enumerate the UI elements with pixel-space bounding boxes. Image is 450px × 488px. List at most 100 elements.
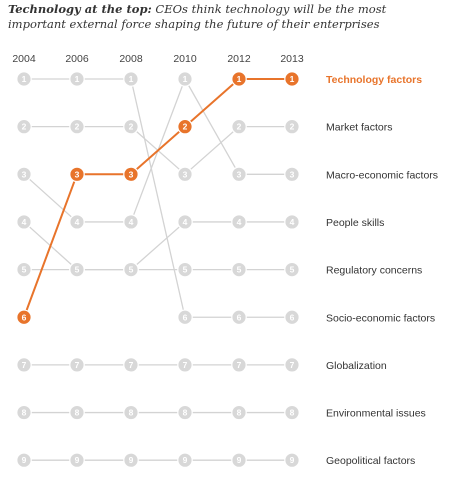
rank-dot xyxy=(69,357,85,373)
rank-number: 2 xyxy=(75,122,80,132)
rank-number: 7 xyxy=(183,360,188,370)
rank-number: 2 xyxy=(290,122,295,132)
rank-point-market-factors-2010: 3 xyxy=(177,166,193,183)
rank-point-market-factors-2013: 2 xyxy=(284,118,300,135)
rank-number: 8 xyxy=(290,408,295,418)
rank-number: 9 xyxy=(75,455,80,465)
rank-number: 5 xyxy=(237,265,242,275)
rank-point-macro-economic-factors-2008: 4 xyxy=(123,214,139,230)
rank-dot xyxy=(177,452,193,468)
rank-dot xyxy=(231,118,247,135)
x-tick-label-2006: 2006 xyxy=(65,53,89,65)
rank-dot xyxy=(231,357,247,373)
rank-point-technology-factors-2004: 6 xyxy=(16,309,32,326)
rank-number: 5 xyxy=(183,265,188,275)
rank-number: 3 xyxy=(129,169,134,179)
rank-point-socio-economic-factors-2012: 6 xyxy=(231,309,247,326)
x-tick-label-2008: 2008 xyxy=(119,53,143,65)
rank-dot xyxy=(16,404,32,421)
factor-label-macro-economic-factors: Macro-economic factors xyxy=(326,169,438,181)
rank-number: 3 xyxy=(22,169,27,179)
rank-point-socio-economic-factors-2010: 6 xyxy=(177,309,193,326)
factor-label-geopolitical-factors: Geopolitical factors xyxy=(326,455,415,467)
factor-label-regulatory-concerns: Regulatory concerns xyxy=(326,265,422,277)
rank-number: 9 xyxy=(290,455,295,465)
rank-dot xyxy=(16,71,32,87)
rank-number: 4 xyxy=(22,217,27,227)
rank-number: 4 xyxy=(183,217,188,227)
rank-number: 8 xyxy=(129,408,134,418)
rank-point-socio-economic-factors-2004: 1 xyxy=(16,71,32,87)
rank-point-regulatory-concerns-2010: 5 xyxy=(177,261,193,278)
rank-number: 8 xyxy=(22,408,27,418)
rank-dot xyxy=(123,261,139,278)
rank-point-technology-factors-2008: 3 xyxy=(123,166,139,183)
series-line-people-skills xyxy=(23,221,292,271)
rank-point-market-factors-2006: 2 xyxy=(69,118,85,135)
rank-number: 5 xyxy=(129,265,134,275)
factor-label-environmental-issues: Environmental issues xyxy=(326,408,426,420)
rank-point-environmental-issues-2008: 8 xyxy=(123,404,139,421)
rank-point-geopolitical-factors-2004: 9 xyxy=(16,452,32,468)
rank-point-globalization-2006: 7 xyxy=(69,357,85,373)
rank-point-geopolitical-factors-2008: 9 xyxy=(123,452,139,468)
rank-number: 8 xyxy=(75,408,80,418)
rank-number: 1 xyxy=(183,74,188,84)
rank-point-macro-economic-factors-2012: 3 xyxy=(231,166,247,183)
rank-dot xyxy=(123,357,139,373)
rank-point-regulatory-concerns-2012: 5 xyxy=(231,261,247,278)
rank-dot xyxy=(16,357,32,373)
rank-number: 5 xyxy=(75,265,80,275)
rank-dot xyxy=(69,118,85,135)
rank-dot xyxy=(231,71,247,87)
rank-point-macro-economic-factors-2013: 3 xyxy=(284,166,300,183)
rank-dot xyxy=(284,404,300,421)
rank-point-regulatory-concerns-2004: 5 xyxy=(16,261,32,278)
rank-point-globalization-2012: 7 xyxy=(231,357,247,373)
rank-dot xyxy=(69,214,85,230)
rank-dot xyxy=(284,261,300,278)
rank-dot xyxy=(123,452,139,468)
rank-point-socio-economic-factors-2006: 1 xyxy=(69,71,85,87)
rank-dot xyxy=(123,214,139,230)
rank-dot xyxy=(16,261,32,278)
rank-number: 9 xyxy=(183,455,188,465)
chart-title: Technology at the top: CEOs think techno… xyxy=(8,2,438,32)
rank-point-regulatory-concerns-2013: 5 xyxy=(284,261,300,278)
factor-label-market-factors: Market factors xyxy=(326,122,393,134)
rank-dot xyxy=(231,309,247,326)
rank-number: 2 xyxy=(22,122,27,132)
rank-number: 4 xyxy=(129,217,134,227)
rank-dot xyxy=(284,452,300,468)
rank-number: 1 xyxy=(22,74,27,84)
rank-number: 3 xyxy=(75,169,80,179)
rank-number: 1 xyxy=(75,74,80,84)
rank-dot xyxy=(231,166,247,183)
rank-point-environmental-issues-2006: 8 xyxy=(69,404,85,421)
rank-number: 5 xyxy=(290,265,295,275)
rank-number: 1 xyxy=(129,74,134,84)
rank-dot xyxy=(231,214,247,230)
rank-number: 2 xyxy=(237,122,242,132)
rank-point-technology-factors-2010: 2 xyxy=(177,118,193,135)
rank-dot xyxy=(284,214,300,230)
rank-dot xyxy=(177,261,193,278)
rank-dot xyxy=(177,166,193,183)
rank-number: 7 xyxy=(290,360,295,370)
rank-dot xyxy=(123,166,139,183)
rank-number: 6 xyxy=(290,312,295,322)
rank-dot xyxy=(123,404,139,421)
factor-label-people-skills: People skills xyxy=(326,217,384,229)
rank-dot xyxy=(177,118,193,135)
rank-number: 7 xyxy=(237,360,242,370)
rank-dot xyxy=(123,118,139,135)
rank-dot xyxy=(69,261,85,278)
rank-point-people-skills-2010: 4 xyxy=(177,214,193,230)
rank-dot xyxy=(16,309,32,326)
rank-number: 9 xyxy=(237,455,242,465)
rank-dot xyxy=(177,214,193,230)
factor-label-globalization: Globalization xyxy=(326,360,387,372)
rank-number: 7 xyxy=(22,360,27,370)
rank-number: 5 xyxy=(22,265,27,275)
